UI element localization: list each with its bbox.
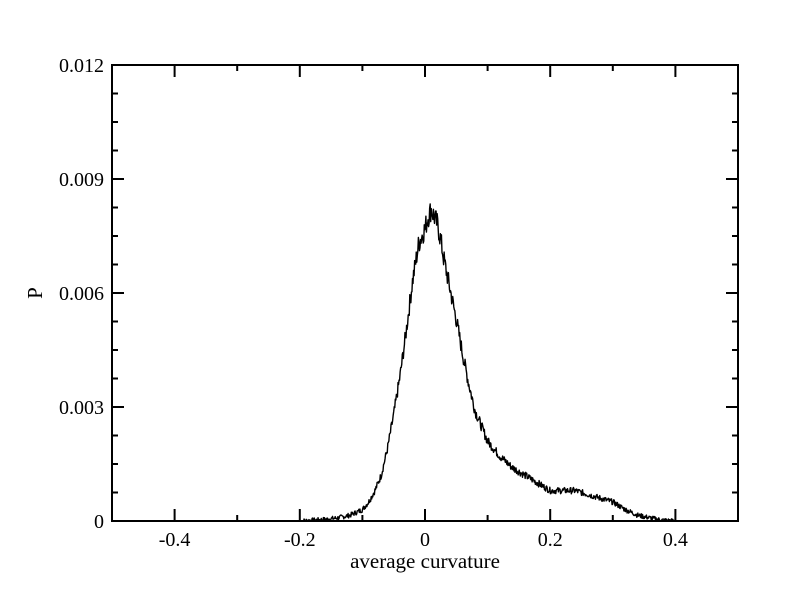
x-tick-label: -0.4 [159,529,191,551]
x-tick-label: -0.2 [284,529,316,551]
y-tick-label: 0 [94,511,104,533]
y-tick-label: 0.009 [59,169,104,191]
series-layer [299,203,676,522]
x-tick-label: 0.4 [663,529,688,551]
axis-ticks [112,64,738,522]
x-axis-label: average curvature [350,549,500,573]
y-tick-label: 0.003 [59,397,104,419]
tick-labels: -0.4 -0.2 0 0.2 0.4 0 0.003 0.006 0.009 0.012 [59,55,688,551]
x-tick-label: 0.2 [538,529,563,551]
series-line [299,203,676,522]
y-axis-label: P [23,287,47,299]
y-tick-label: 0.012 [59,55,104,77]
plot-frame [111,64,739,522]
y-tick-label: 0.006 [59,283,104,305]
x-tick-label: 0 [420,529,430,551]
